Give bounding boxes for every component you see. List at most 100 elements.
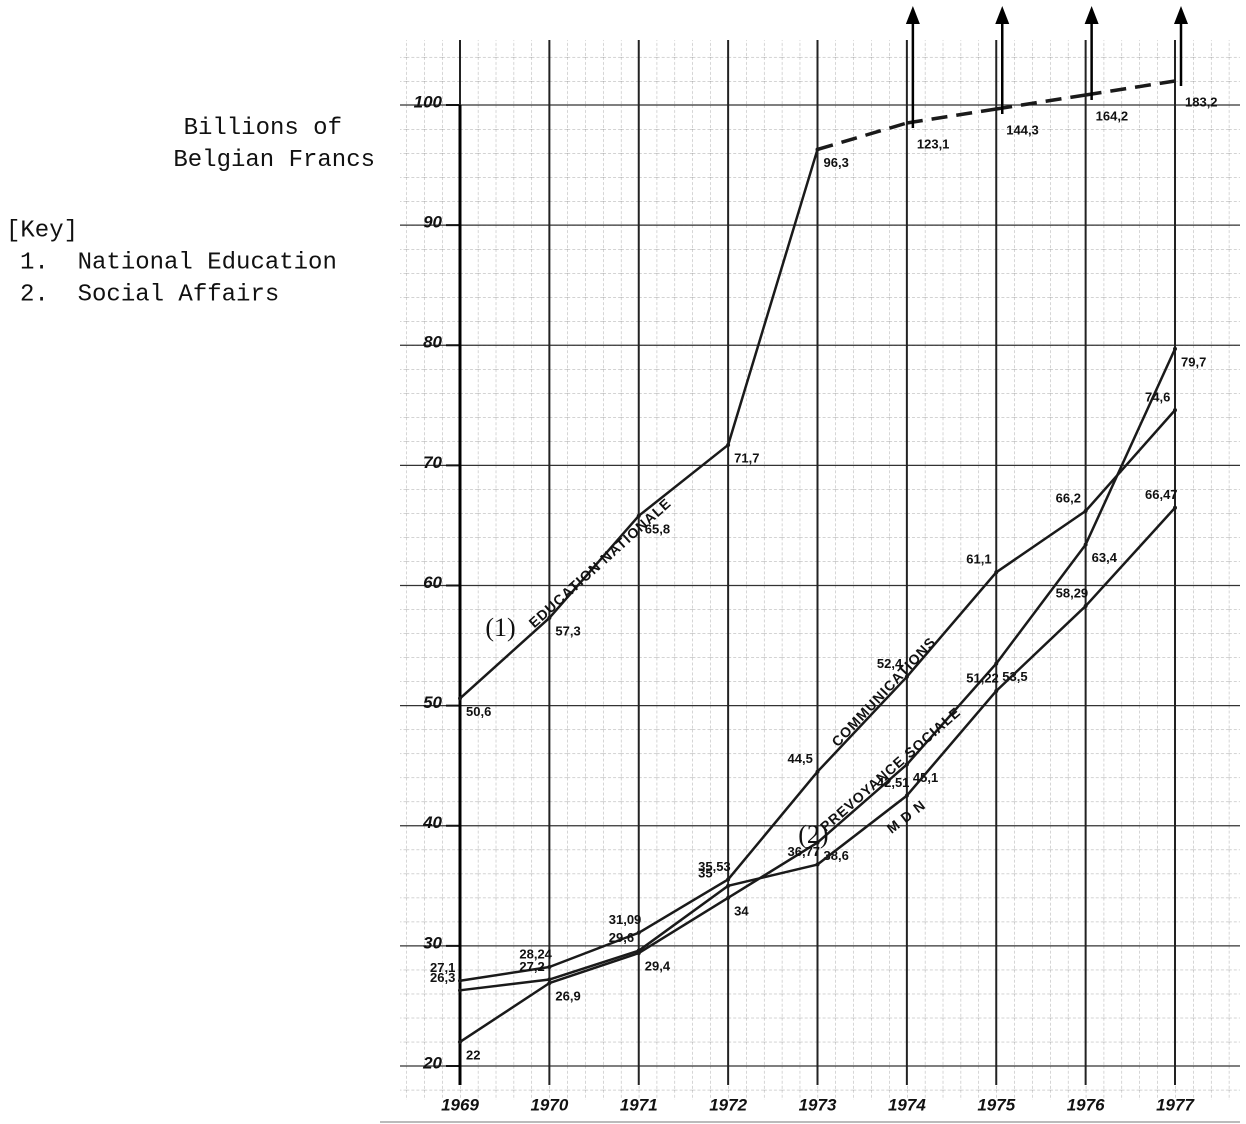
value-label: 44,5 bbox=[788, 751, 813, 766]
value-label: 96,3 bbox=[824, 155, 849, 170]
x-tick-label: 1971 bbox=[620, 1095, 658, 1114]
line-segment bbox=[1084, 409, 1176, 512]
y-tick-label: 80 bbox=[423, 333, 442, 352]
point bbox=[726, 877, 731, 882]
line-segment bbox=[727, 841, 819, 899]
value-label: 164,2 bbox=[1096, 108, 1129, 123]
line-segment bbox=[638, 896, 729, 955]
y-tick-label: 90 bbox=[423, 213, 442, 232]
point bbox=[547, 615, 552, 620]
x-tick-label: 1970 bbox=[530, 1095, 568, 1114]
axis-title: Billions of Belgian Francs bbox=[173, 115, 375, 174]
value-label: 71,7 bbox=[734, 450, 759, 465]
value-label: 65,8 bbox=[645, 521, 670, 536]
key-entry: 2. Social Affairs bbox=[20, 281, 279, 308]
line-segment bbox=[905, 571, 998, 678]
x-tick-label: 1976 bbox=[1067, 1095, 1105, 1114]
x-tick-label: 1973 bbox=[799, 1095, 837, 1114]
arrow-head bbox=[905, 6, 920, 24]
line-segment bbox=[1085, 79, 1176, 97]
point bbox=[815, 862, 820, 867]
line-segment bbox=[1084, 506, 1176, 607]
value-label: 36,77 bbox=[788, 844, 821, 859]
line-segment bbox=[727, 770, 819, 881]
y-tick-label: 60 bbox=[423, 573, 442, 592]
value-label: 74,6 bbox=[1145, 390, 1170, 405]
value-label: 52,4 bbox=[877, 656, 903, 671]
point bbox=[726, 895, 731, 900]
point bbox=[815, 147, 820, 152]
point bbox=[815, 840, 820, 845]
point bbox=[1083, 542, 1088, 547]
value-label: 28,24 bbox=[519, 946, 552, 961]
y-tick-label: 40 bbox=[422, 813, 442, 832]
point bbox=[1083, 604, 1088, 609]
value-label: 51,22 bbox=[966, 670, 999, 685]
line-segment bbox=[548, 515, 640, 619]
arrow-head bbox=[1174, 6, 1188, 24]
y-tick-label: 30 bbox=[423, 933, 442, 952]
value-label: 66,2 bbox=[1056, 490, 1081, 505]
line-segment bbox=[905, 662, 998, 766]
line-segment bbox=[638, 878, 729, 934]
x-tick-label: 1969 bbox=[441, 1095, 479, 1114]
line-segment bbox=[459, 617, 551, 700]
y-tick-label: 70 bbox=[423, 453, 442, 472]
x-tick-label: 1977 bbox=[1156, 1095, 1195, 1114]
value-label: 42,51 bbox=[877, 775, 910, 790]
line-segment bbox=[459, 965, 550, 982]
value-label: 144,3 bbox=[1006, 122, 1039, 137]
point bbox=[1173, 505, 1177, 510]
line-segment bbox=[816, 675, 908, 773]
value-label: 35 bbox=[698, 865, 712, 880]
line-segment bbox=[727, 863, 818, 888]
point bbox=[994, 570, 999, 575]
x-tick-label: 1972 bbox=[709, 1095, 747, 1114]
y-tick-label: 20 bbox=[422, 1053, 442, 1072]
value-label: 66,47 bbox=[1145, 487, 1178, 502]
arrow-head bbox=[995, 6, 1010, 24]
point bbox=[726, 442, 731, 447]
value-label: 38,6 bbox=[824, 848, 849, 863]
point bbox=[1173, 408, 1177, 413]
value-label: 29,6 bbox=[609, 930, 634, 945]
value-label: 29,4 bbox=[645, 959, 671, 974]
arrow-head bbox=[1084, 6, 1099, 24]
value-label: 61,1 bbox=[966, 552, 991, 567]
line-segment bbox=[995, 509, 1087, 574]
point bbox=[547, 977, 552, 982]
value-label: 183,2 bbox=[1185, 94, 1218, 109]
point bbox=[547, 965, 552, 970]
line-segment bbox=[816, 794, 908, 866]
line-segment bbox=[548, 949, 640, 981]
line-segment bbox=[816, 763, 908, 844]
line-segment bbox=[817, 121, 908, 152]
point bbox=[904, 762, 909, 767]
point bbox=[904, 674, 909, 679]
key-entry: 1. National Education bbox=[20, 249, 337, 276]
point bbox=[458, 696, 462, 701]
line-segment bbox=[637, 443, 729, 517]
value-label: 31,09 bbox=[609, 912, 642, 927]
y-tick-label: 50 bbox=[423, 693, 442, 712]
point bbox=[458, 1039, 462, 1044]
line-segment bbox=[906, 107, 997, 125]
value-label: 35,53 bbox=[698, 859, 731, 874]
point bbox=[636, 930, 641, 935]
point bbox=[636, 948, 641, 953]
value-label: 22 bbox=[466, 1047, 480, 1062]
x-tick-label: 1974 bbox=[888, 1095, 926, 1114]
value-label: 34 bbox=[734, 903, 749, 918]
value-label: 123,1 bbox=[917, 136, 950, 151]
line-segment bbox=[459, 978, 550, 992]
point bbox=[994, 688, 999, 693]
line-segment bbox=[726, 149, 819, 446]
point bbox=[1173, 346, 1177, 351]
point bbox=[458, 978, 462, 983]
line-segment bbox=[548, 931, 640, 969]
line-segment bbox=[995, 605, 1087, 692]
line-segment bbox=[905, 690, 998, 797]
line-segment bbox=[638, 884, 729, 952]
point bbox=[726, 883, 731, 888]
